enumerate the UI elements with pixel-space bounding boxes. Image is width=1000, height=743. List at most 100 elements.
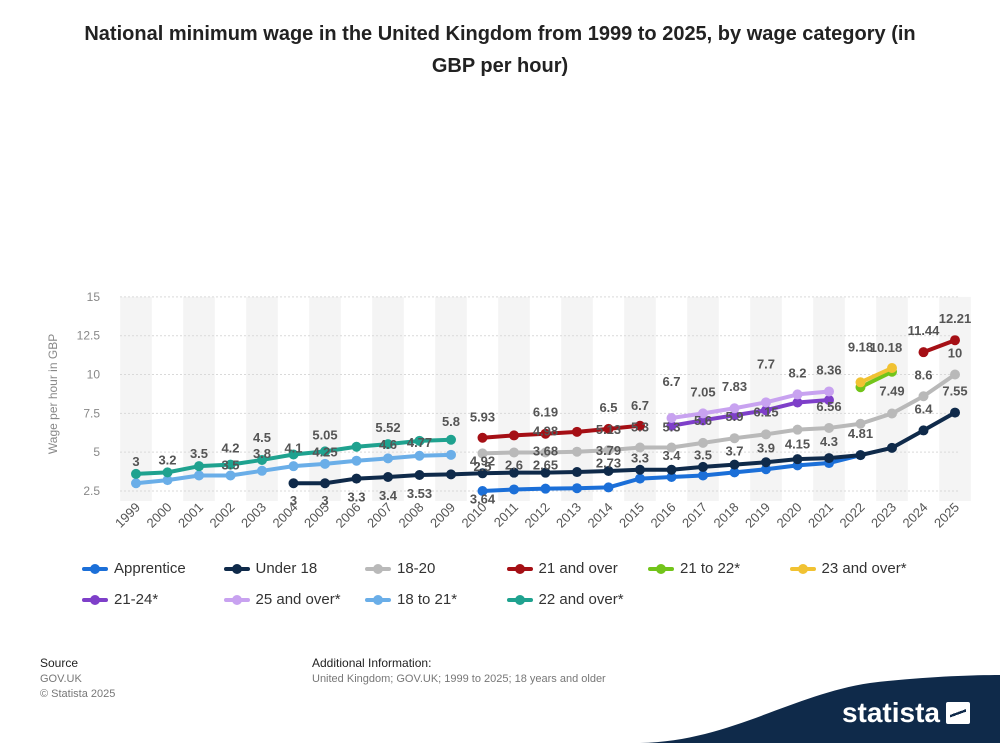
x-tick-label: 2002 (207, 500, 238, 531)
data-label: 3 (290, 493, 297, 508)
y-axis-label: Wage per hour in GBP (46, 334, 60, 454)
brand-name: statista (841, 697, 940, 728)
data-label: 8.2 (788, 365, 806, 380)
data-label: 7.05 (690, 384, 715, 399)
data-point-18-20 (509, 447, 519, 458)
x-tick-label: 2013 (553, 500, 584, 531)
data-point-18-to-21 (446, 449, 456, 460)
data-label: 4.5 (253, 430, 271, 445)
legend-item-21-24[interactable]: 21-24* (82, 591, 158, 608)
data-label: 3.79 (596, 443, 621, 458)
grid-band (498, 296, 530, 501)
x-tick-label: 2003 (238, 500, 269, 531)
data-point-21-24 (698, 415, 708, 426)
data-point-under-18 (635, 464, 645, 475)
additional-info-heading: Additional Information: (312, 656, 432, 670)
legend-item-21-and-over[interactable]: 21 and over (506, 560, 618, 577)
data-label: 11.44 (908, 323, 941, 338)
data-point-under-18 (855, 450, 866, 461)
data-label: 4.1 (284, 441, 302, 456)
x-tick-label: 2020 (774, 500, 805, 531)
data-point-18-20 (540, 447, 551, 458)
data-label: 8.6 (914, 367, 932, 382)
data-label: 2.5 (473, 459, 491, 474)
data-point-apprentice (477, 486, 488, 496)
legend-label: 18-20 (397, 560, 436, 577)
legend-item-22-and-over[interactable]: 22 and over* (506, 591, 624, 608)
data-point-22-and-over (162, 467, 173, 478)
x-tick-label: 2017 (679, 500, 710, 531)
data-point-apprentice (603, 482, 614, 493)
data-point-18-20 (855, 418, 866, 429)
y-tick-label: 15 (87, 290, 101, 304)
data-point-under-18 (351, 473, 362, 484)
data-point-apprentice (666, 472, 677, 483)
data-label: 10 (948, 346, 962, 361)
data-point-25-and-over (792, 389, 803, 400)
legend-label: Apprentice (114, 560, 186, 577)
legend-item-18-to-21[interactable]: 18 to 21* (365, 591, 457, 608)
data-point-25-and-over (761, 397, 771, 408)
legend-item-under-18[interactable]: Under 18 (223, 560, 318, 577)
data-point-21-and-over (635, 420, 645, 431)
data-point-18-to-21 (225, 470, 236, 481)
data-label: 6.7 (662, 374, 680, 389)
data-point-18-to-21 (162, 475, 173, 486)
data-point-under-18 (792, 454, 803, 465)
legend-swatch (223, 594, 250, 605)
data-label: 9.18 (848, 339, 873, 354)
data-point-23-and-over (855, 377, 866, 388)
additional-info-text: United Kingdom; GOV.UK; 1999 to 2025; 18… (312, 673, 606, 685)
data-label: 3.5 (190, 446, 208, 461)
data-point-18-to-21 (414, 450, 425, 461)
data-label: 3.3 (347, 490, 365, 505)
source-line-1[interactable]: GOV.UK (40, 673, 82, 685)
x-tick-label: 2022 (837, 500, 868, 531)
data-label: 3.9 (757, 440, 775, 455)
legend-swatch (365, 563, 391, 574)
data-point-under-18 (950, 407, 960, 418)
data-point-21-and-over (477, 432, 488, 443)
x-tick-label: 2009 (427, 500, 458, 531)
series-line-18-20 (480, 372, 957, 456)
data-point-apprentice (509, 484, 519, 495)
legend-label: 21-24* (114, 591, 159, 608)
data-point-21-and-over (603, 423, 614, 434)
legend-item-23-and-over[interactable]: 23 and over* (789, 560, 907, 577)
data-label: 3.2 (158, 452, 176, 467)
data-point-22-and-over (446, 434, 456, 445)
data-label: 4.6 (379, 437, 397, 452)
x-tick-label: 2019 (742, 500, 773, 531)
legend-item-18-20[interactable]: 18-20 (365, 560, 435, 577)
data-label: 7.49 (879, 384, 904, 399)
x-tick-label: 2001 (175, 500, 206, 531)
data-label: 4.92 (470, 454, 495, 469)
data-point-21-and-over (509, 430, 519, 441)
data-point-21-and-over (950, 335, 960, 346)
data-point-under-18 (824, 453, 834, 464)
data-point-22-and-over (194, 461, 204, 472)
data-point-25-and-over (698, 408, 708, 419)
legend-label: Under 18 (255, 560, 318, 577)
data-label: 3.5 (694, 447, 712, 462)
data-point-25-and-over (729, 403, 740, 414)
legend-swatch (82, 563, 108, 574)
data-label: 3 (132, 454, 139, 469)
data-point-18-20 (824, 422, 834, 433)
data-label: 8.36 (816, 362, 841, 377)
data-point-21-24 (761, 405, 771, 416)
data-point-apprentice (698, 470, 708, 481)
data-point-22-and-over (225, 459, 236, 470)
legend-item-apprentice[interactable]: Apprentice (82, 560, 186, 577)
legend-swatch (223, 563, 250, 574)
data-label: 5.8 (442, 414, 460, 429)
data-label: 6.5 (599, 400, 617, 415)
data-point-18-20 (950, 369, 960, 380)
grid-band (435, 296, 467, 501)
data-label: 6.56 (816, 399, 841, 414)
data-point-18-to-21 (351, 455, 362, 466)
legend-item-25-and-over[interactable]: 25 and over* (223, 591, 341, 608)
data-point-21-24 (729, 410, 740, 421)
legend-item-21-to-22[interactable]: 21 to 22* (648, 560, 740, 577)
statista-logo[interactable]: statista (842, 697, 970, 729)
